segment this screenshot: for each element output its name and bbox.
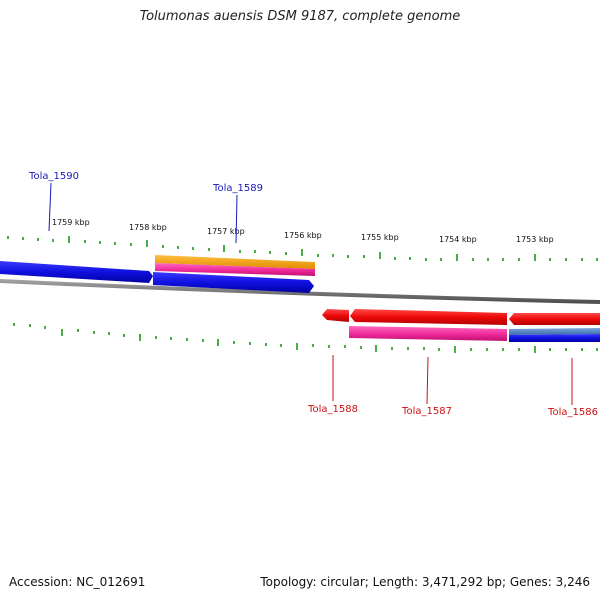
pink-feature-reverse[interactable]: [349, 326, 507, 341]
gene-label-tola-1588[interactable]: Tola_1588: [307, 404, 358, 415]
blue-feature-reverse[interactable]: [509, 334, 600, 342]
gene-label-tola-1586[interactable]: Tola_1586: [547, 407, 598, 418]
scale-label: 1758 kbp: [129, 223, 167, 232]
scale-label: 1755 kbp: [361, 233, 399, 242]
gene-labels: Tola_1590 Tola_1589 Tola_1588 Tola_1587 …: [28, 171, 598, 418]
gene-tola-1587-arrow[interactable]: [350, 309, 507, 325]
leader-lines: [48, 182, 573, 405]
scale-labels: 1759 kbp 1758 kbp 1757 kbp 1756 kbp 1755…: [52, 218, 554, 244]
leader-tola-1589: [235, 194, 238, 244]
leader-tola-1587: [426, 356, 429, 405]
genome-summary-text: Topology: circular; Length: 3,471,292 bp…: [260, 575, 590, 589]
scale-label: 1753 kbp: [516, 235, 554, 244]
scale-label: 1759 kbp: [52, 218, 90, 227]
forward-strand-features: [0, 255, 315, 293]
gene-tola-1590-arrow[interactable]: [0, 261, 153, 283]
gene-tola-1586-arrow[interactable]: [509, 313, 600, 325]
accession-text: Accession: NC_012691: [9, 575, 146, 589]
genome-backbone: [0, 279, 600, 304]
gene-label-tola-1587[interactable]: Tola_1587: [401, 406, 452, 417]
gene-tola-1588-arrow[interactable]: [322, 309, 349, 322]
genome-title: Tolumonas auensis DSM 9187, complete gen…: [139, 9, 461, 24]
upper-tick-ring: [7, 236, 598, 261]
gene-label-tola-1590[interactable]: Tola_1590: [28, 171, 79, 182]
steel-blue-feature[interactable]: [509, 328, 600, 335]
leader-tola-1590: [48, 182, 52, 232]
pink-feature[interactable]: [155, 263, 315, 276]
lower-tick-ring: [13, 323, 598, 353]
gene-label-tola-1589[interactable]: Tola_1589: [212, 183, 263, 194]
scale-label: 1754 kbp: [439, 235, 477, 244]
orange-feature[interactable]: [155, 255, 315, 269]
scale-label: 1757 kbp: [207, 227, 245, 236]
reverse-strand-features: [322, 309, 600, 342]
gene-tola-1589-arrow[interactable]: [153, 272, 314, 293]
scale-label: 1756 kbp: [284, 231, 322, 240]
